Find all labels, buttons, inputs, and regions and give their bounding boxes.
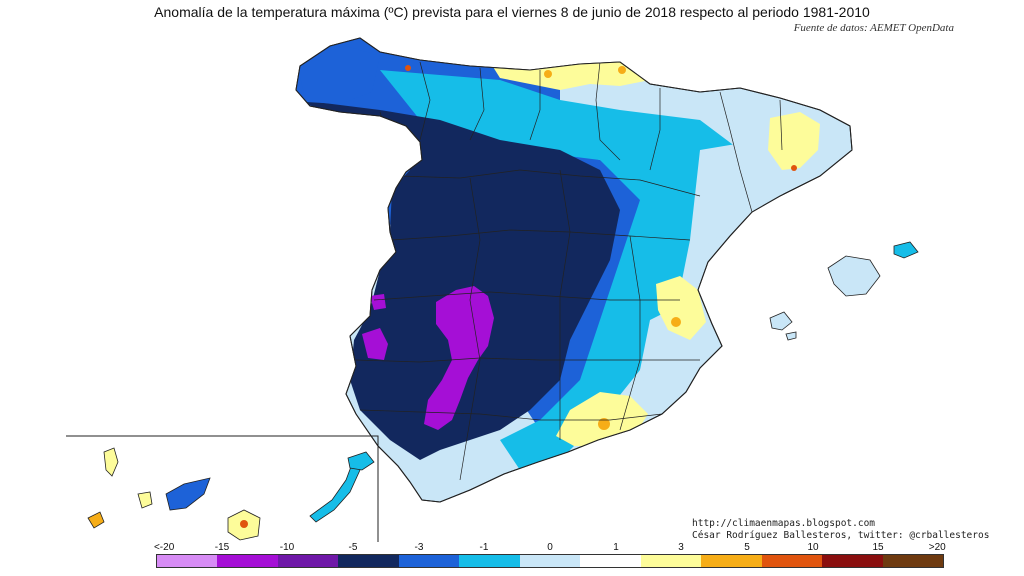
island-el-hierro: [87, 511, 105, 529]
legend-tick-label: 1: [613, 542, 619, 553]
legend-color-swatch: [640, 555, 702, 567]
legend-color-swatch: [519, 555, 581, 567]
anomaly-spot-red: [405, 65, 411, 71]
data-source: Fuente de datos: AEMET OpenData: [793, 22, 954, 34]
peninsula-outline: [295, 37, 853, 503]
legend-color-swatch: [217, 555, 278, 567]
legend-tick-label: 3: [678, 542, 684, 553]
legend-tick-label: -15: [214, 542, 230, 553]
legend-tick-label: 5: [744, 542, 750, 553]
legend-color-bar: [156, 554, 944, 568]
legend-tick-label: -5: [348, 542, 358, 553]
anomaly-zone-purple-small: [370, 294, 386, 310]
island-la-palma: [103, 447, 119, 477]
island-fuerteventura: [309, 463, 361, 523]
legend-ticks: <-20 -15 -10 -5 -3 -1 0 1 3 5 10 15 >20: [153, 542, 946, 554]
anomaly-zone-blue-northwest: [296, 44, 380, 104]
legend-color-swatch: [580, 555, 641, 567]
anomaly-zone-purple-west: [362, 328, 388, 360]
island-mallorca: [827, 255, 881, 297]
anomaly-spot-orange: [618, 66, 626, 74]
legend-color-swatch: [157, 555, 218, 567]
legend-tick-label: 10: [807, 542, 819, 553]
inset-frame: [66, 435, 379, 542]
island-ibiza: [769, 311, 793, 331]
legend-tick-label: -1: [479, 542, 489, 553]
canary-islands-inset: [66, 435, 379, 542]
legend-tick-label: <-20: [153, 542, 175, 553]
anomaly-zone-yellow-valencia: [656, 276, 706, 340]
legend-tick-label: -10: [279, 542, 295, 553]
province-borders: [355, 61, 783, 481]
credits-author: César Rodríguez Ballesteros, twitter: @c…: [692, 530, 990, 541]
anomaly-spot-red: [791, 165, 797, 171]
island-tenerife: [165, 477, 211, 511]
island-la-gomera: [137, 491, 153, 509]
legend-color-swatch: [761, 555, 823, 567]
anomaly-zone-purple: [424, 286, 494, 430]
legend-color-swatch: [398, 555, 460, 567]
island-formentera: [785, 331, 797, 341]
legend-color-swatch: [822, 555, 883, 567]
credits: http://climaenmapas.blogspot.com César R…: [692, 518, 989, 542]
balearic-islands: [769, 241, 919, 341]
anomaly-spot-orange: [544, 70, 552, 78]
island-gran-canaria-spot: [240, 520, 248, 528]
legend-color-swatch: [459, 555, 520, 567]
legend-color-swatch: [338, 555, 399, 567]
legend-color-swatch: [882, 555, 944, 567]
map-title: Anomalía de la temperatura máxima (ºC) p…: [154, 4, 870, 20]
island-menorca: [893, 241, 919, 259]
legend-color-swatch: [277, 555, 339, 567]
anomaly-spot-orange: [598, 418, 610, 430]
legend-tick-label: -3: [414, 542, 424, 553]
legend-tick-label: 15: [872, 542, 884, 553]
legend-color-swatch: [701, 555, 762, 567]
color-legend: <-20 -15 -10 -5 -3 -1 0 1 3 5 10 15 >20: [153, 542, 946, 572]
credits-blog: http://climaenmapas.blogspot.com: [692, 518, 876, 529]
anomaly-spot-orange: [671, 317, 681, 327]
anomaly-zone-navy: [300, 100, 620, 460]
legend-tick-label: 0: [547, 542, 553, 553]
legend-tick-label: >20: [928, 542, 946, 553]
island-lanzarote: [347, 451, 375, 471]
